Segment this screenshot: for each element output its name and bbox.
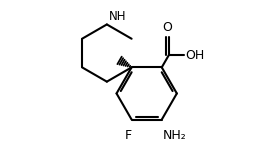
Text: O: O (162, 21, 172, 34)
Text: NH: NH (109, 10, 126, 23)
Text: OH: OH (185, 49, 205, 62)
Text: F: F (125, 129, 132, 142)
Text: NH₂: NH₂ (163, 129, 186, 142)
